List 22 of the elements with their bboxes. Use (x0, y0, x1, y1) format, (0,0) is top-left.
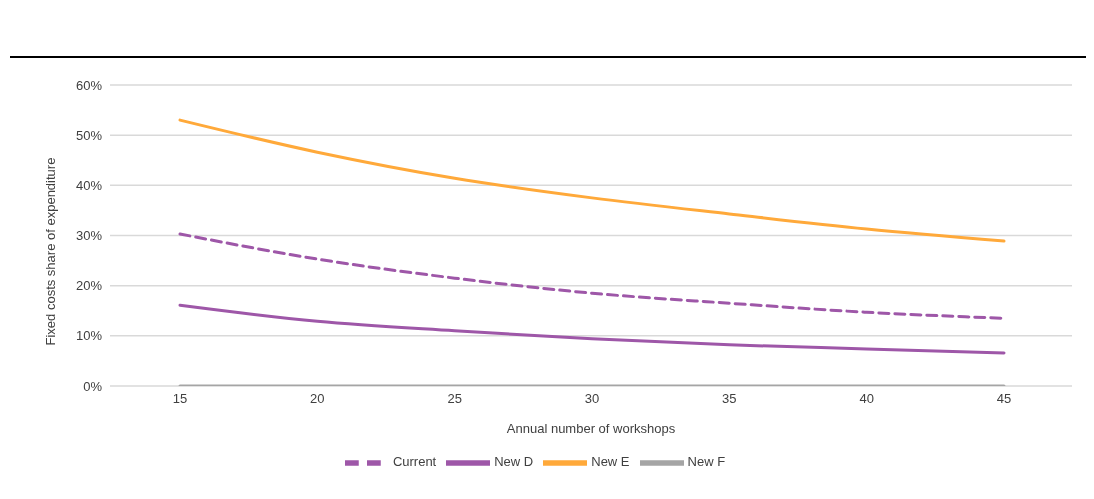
legend-label: New F (687, 454, 726, 470)
y-axis-title: Fixed costs share of expenditure (42, 157, 58, 346)
line-series (178, 118, 1006, 243)
x-tick-label: 20 (310, 391, 325, 407)
x-tick-label: 45 (996, 391, 1012, 407)
legend-label: Current (392, 454, 437, 470)
legend-label: New E (591, 454, 630, 470)
y-tick-label: 40% (75, 177, 103, 193)
y-tick-label: 30% (75, 228, 103, 244)
x-tick-label: 35 (722, 391, 737, 407)
x-axis-title: Annual number of workshops (506, 421, 676, 436)
y-tick-label: 50% (75, 127, 103, 143)
x-tick-label: 25 (447, 391, 462, 407)
y-tick-label: 10% (75, 328, 103, 344)
x-tick-label: 30 (584, 391, 600, 407)
x-tick-label: 15 (172, 391, 188, 407)
y-tick-label: 0% (83, 378, 103, 394)
y-tick-label: 60% (75, 77, 103, 93)
line-series (178, 303, 1006, 355)
x-tick-label: 40 (859, 391, 874, 407)
y-tick-label: 20% (75, 278, 103, 294)
legend-label: New D (494, 454, 534, 470)
